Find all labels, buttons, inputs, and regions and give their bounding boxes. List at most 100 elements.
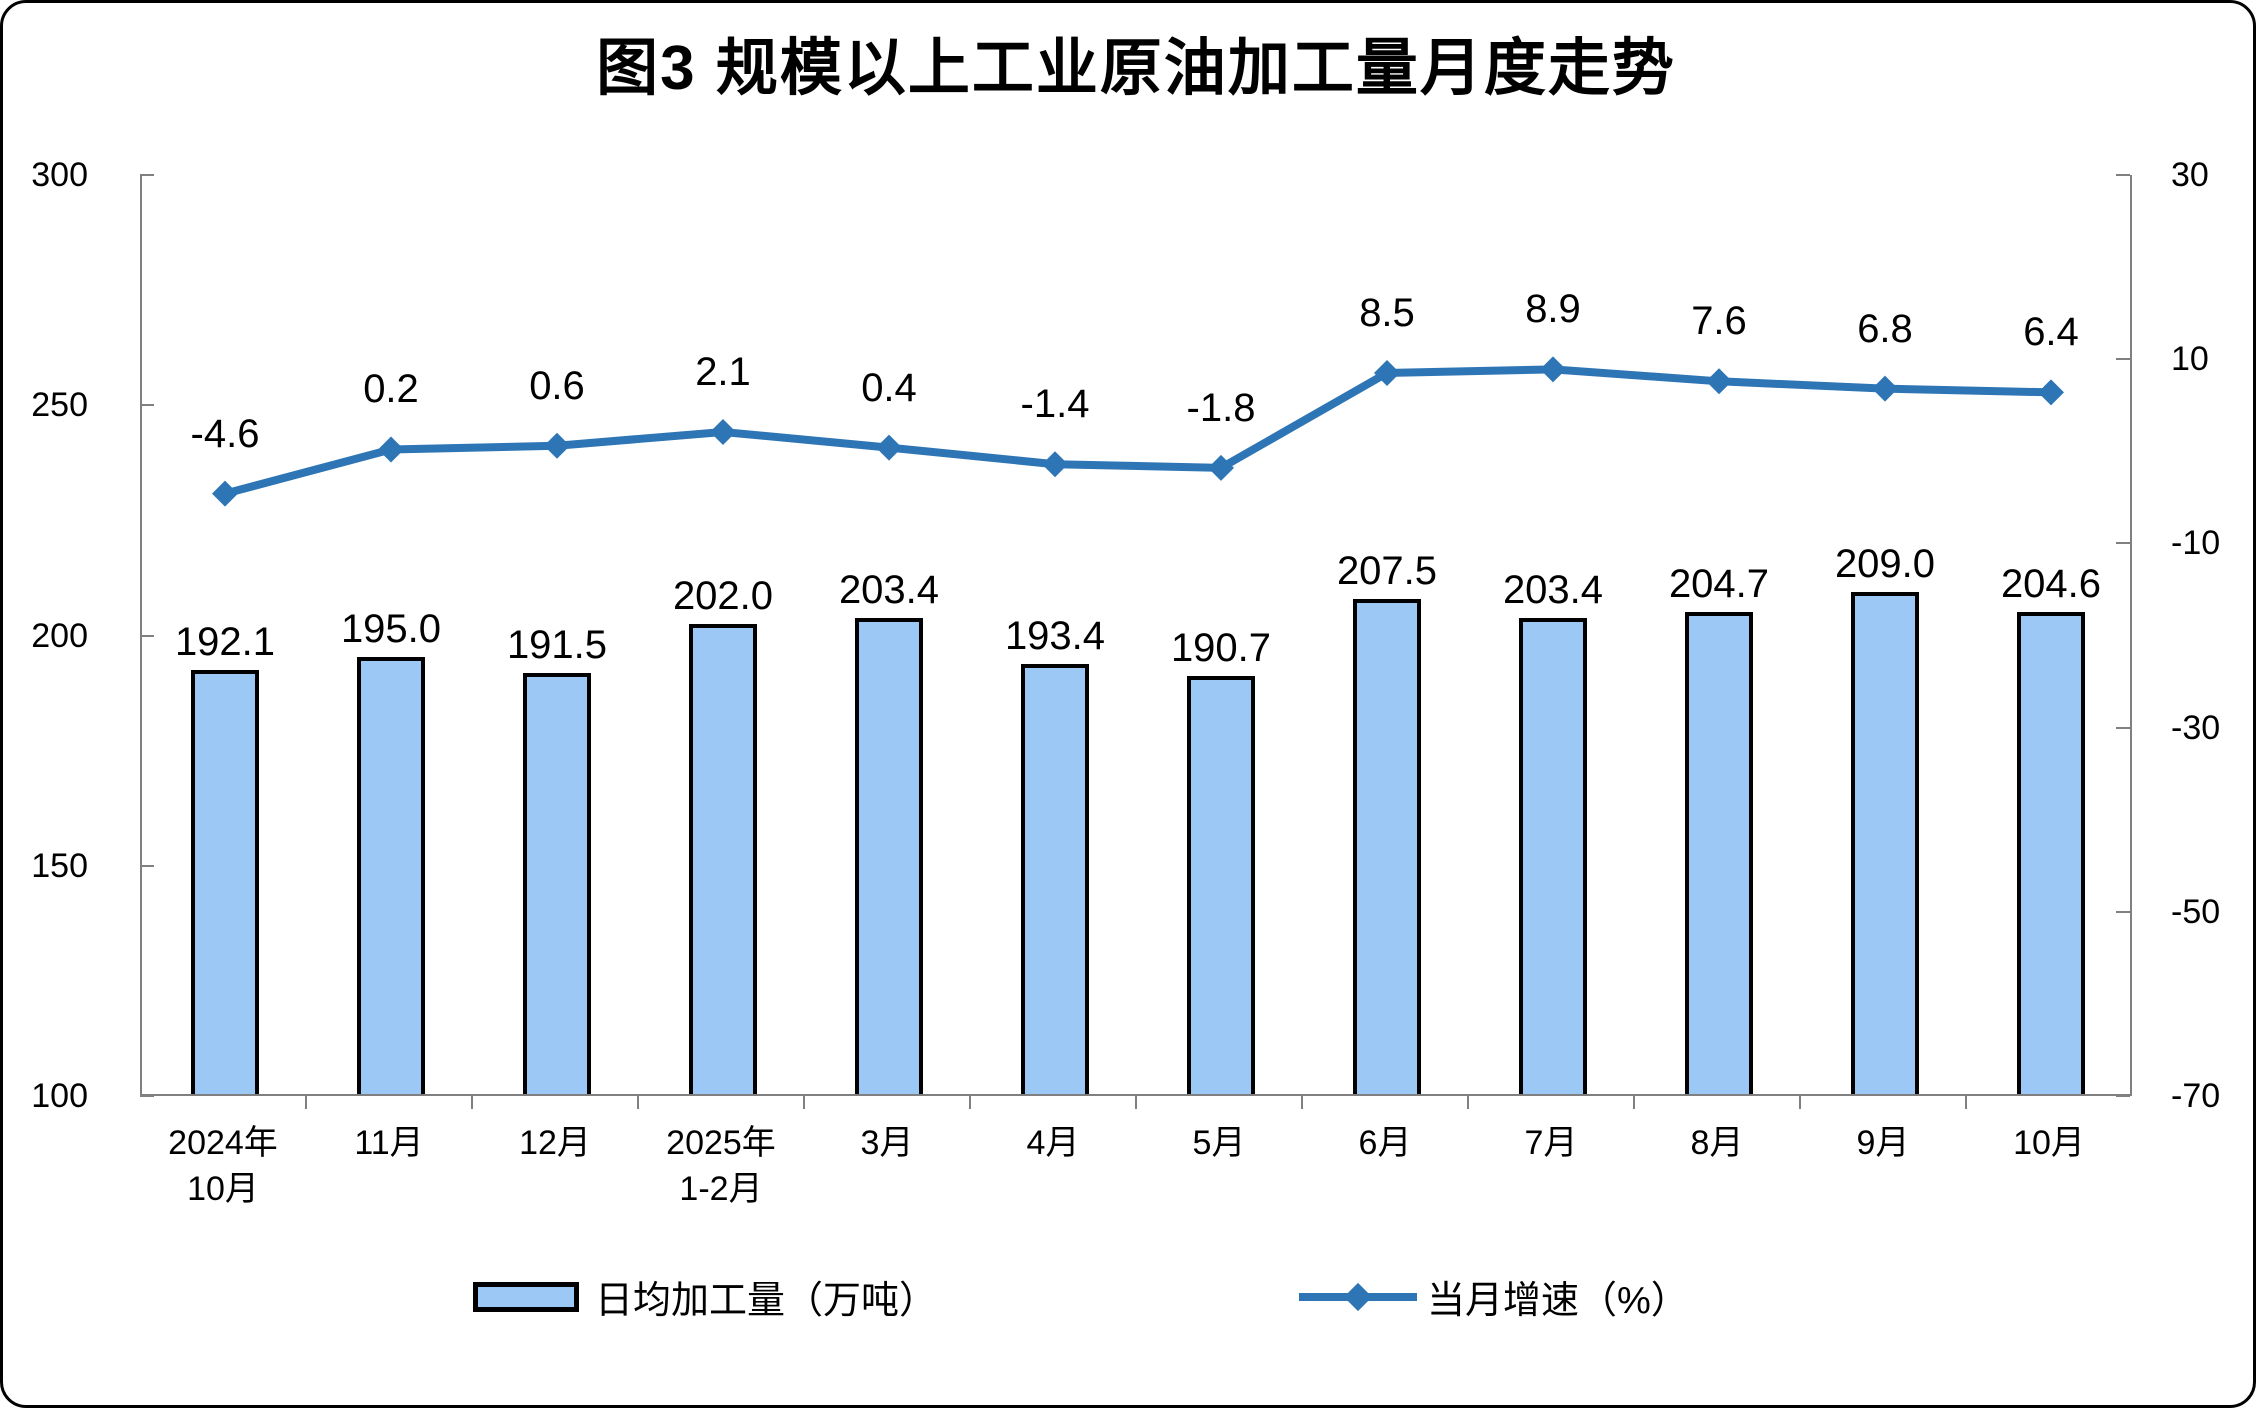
- line-marker-icon: [876, 434, 902, 461]
- line-value-label: 0.2: [363, 367, 419, 412]
- x-axis-label: 6月: [1358, 1124, 1412, 1162]
- line-value-label: 6.8: [1857, 306, 1913, 351]
- x-axis-tick: [1135, 1096, 1137, 1109]
- bar: [1187, 676, 1255, 1094]
- line-value-label: 0.6: [529, 363, 585, 408]
- y-axis-left-label: 100: [31, 1077, 88, 1115]
- line-legend-label: 当月增速（%）: [1427, 1280, 1689, 1322]
- right-axis-tick: [2116, 542, 2130, 545]
- bar-value-label: 195.0: [340, 606, 442, 651]
- y-axis-right-label: 30: [2171, 156, 2209, 194]
- legend-item-bar: 日均加工量（万吨）: [473, 1269, 937, 1322]
- x-axis-tick: [1633, 1096, 1635, 1109]
- x-axis-tick: [1301, 1096, 1303, 1109]
- left-axis-tick: [140, 404, 154, 407]
- x-axis-label: 9月: [1856, 1124, 1910, 1162]
- line-marker-icon: [1374, 360, 1400, 387]
- bar: [523, 672, 591, 1094]
- bar-value-label: 192.1: [174, 619, 276, 664]
- x-axis-label: 12月: [519, 1124, 591, 1162]
- x-axis-label: 4月: [1026, 1124, 1080, 1162]
- y-axis-right-label: -50: [2171, 892, 2221, 931]
- line-value-label: -4.6: [190, 411, 260, 456]
- left-axis-tick: [140, 1095, 154, 1097]
- bar: [689, 624, 757, 1094]
- bar-value-label: 204.7: [1668, 561, 1770, 606]
- x-axis-label: 11月: [354, 1124, 424, 1162]
- right-axis-tick: [2116, 174, 2130, 176]
- right-axis-tick: [2116, 358, 2130, 361]
- bar-legend-swatch-icon: [473, 1281, 579, 1312]
- x-axis-label: 7月: [1524, 1124, 1578, 1162]
- y-axis-right-label: 10: [2171, 340, 2209, 379]
- x-axis-tick: [1799, 1096, 1801, 1109]
- bar-value-label: 209.0: [1834, 542, 1936, 587]
- bar-value-label: 207.5: [1336, 548, 1438, 593]
- bar: [2017, 612, 2085, 1094]
- x-axis-tick: [1467, 1096, 1469, 1109]
- line-marker-icon: [1208, 454, 1234, 481]
- y-axis-right-label: -30: [2171, 708, 2221, 747]
- bar-legend-label: 日均加工量（万吨）: [595, 1280, 938, 1322]
- right-axis-tick: [2116, 726, 2130, 729]
- line-value-label: 0.4: [861, 365, 917, 410]
- bar: [1685, 611, 1753, 1094]
- bar: [1021, 663, 1089, 1094]
- line-marker-icon: [378, 436, 404, 463]
- left-axis-tick: [140, 634, 154, 637]
- line-value-label: 8.9: [1525, 287, 1581, 332]
- right-axis-tick: [2116, 1095, 2130, 1097]
- y-axis-right-label: -10: [2171, 524, 2221, 563]
- plot-area: 192.1 195.0 191.5 202.0 203.4 193.4 190.7 207.5…: [140, 175, 2132, 1096]
- x-axis-label: 2025年 1-2月: [666, 1124, 776, 1208]
- line-value-label: 6.4: [2023, 310, 2079, 355]
- x-axis-tick: [803, 1096, 805, 1109]
- x-axis-label: 5月: [1192, 1124, 1246, 1162]
- bar-value-label: 193.4: [1004, 613, 1106, 658]
- bar: [1353, 598, 1421, 1094]
- chart-title: 图3 规模以上工业原油加工量月度走势: [596, 34, 1676, 103]
- y-axis-right-label: -70: [2171, 1077, 2221, 1115]
- legend-item-line: 当月增速（%）: [1299, 1269, 1689, 1322]
- growth-line: [223, 365, 2052, 498]
- bar: [1519, 617, 1587, 1094]
- left-axis-tick: [140, 174, 154, 176]
- y-axis-left-label: 200: [31, 616, 88, 655]
- bar-value-label: 202.0: [672, 574, 774, 619]
- line-value-label: 8.5: [1359, 291, 1415, 335]
- x-axis-tick: [305, 1096, 307, 1109]
- bar-value-label: 204.6: [2000, 562, 2102, 607]
- x-axis-label: 10月: [2013, 1124, 2085, 1162]
- line-value-label: 7.6: [1691, 299, 1747, 344]
- line-marker-icon: [2038, 379, 2064, 406]
- y-axis-left-label: 250: [31, 386, 88, 425]
- y-axis-left-label: 150: [31, 846, 88, 885]
- x-axis-tick: [637, 1096, 639, 1109]
- x-axis-label: 2024年 10月: [168, 1124, 278, 1208]
- line-marker-icon: [212, 480, 238, 507]
- bar-value-label: 191.5: [506, 622, 608, 667]
- x-axis-tick: [471, 1096, 473, 1109]
- right-axis-tick: [2116, 910, 2130, 913]
- bar: [357, 656, 425, 1094]
- left-axis-tick: [140, 864, 154, 867]
- line-marker-icon: [1706, 368, 1732, 395]
- bar-value-label: 203.4: [1502, 567, 1604, 612]
- line-legend-swatch-icon: [1299, 1279, 1417, 1315]
- y-axis-left-label: 300: [31, 156, 88, 194]
- line-marker-icon: [710, 418, 736, 445]
- line-legend-marker-icon: [1343, 1282, 1373, 1311]
- line-value-label: -1.8: [1186, 385, 1256, 430]
- bar-value-label: 190.7: [1170, 626, 1272, 671]
- line-value-label: -1.4: [1020, 382, 1090, 427]
- x-axis-label: 8月: [1690, 1124, 1744, 1162]
- bar: [1851, 592, 1919, 1094]
- bar: [855, 617, 923, 1094]
- line-marker-icon: [1540, 356, 1566, 383]
- line-marker-icon: [1042, 451, 1068, 478]
- growth-line-layer: [212, 356, 2064, 507]
- line-marker-icon: [544, 432, 570, 459]
- x-axis-label: 3月: [860, 1124, 914, 1162]
- line-value-label: 2.1: [695, 349, 751, 394]
